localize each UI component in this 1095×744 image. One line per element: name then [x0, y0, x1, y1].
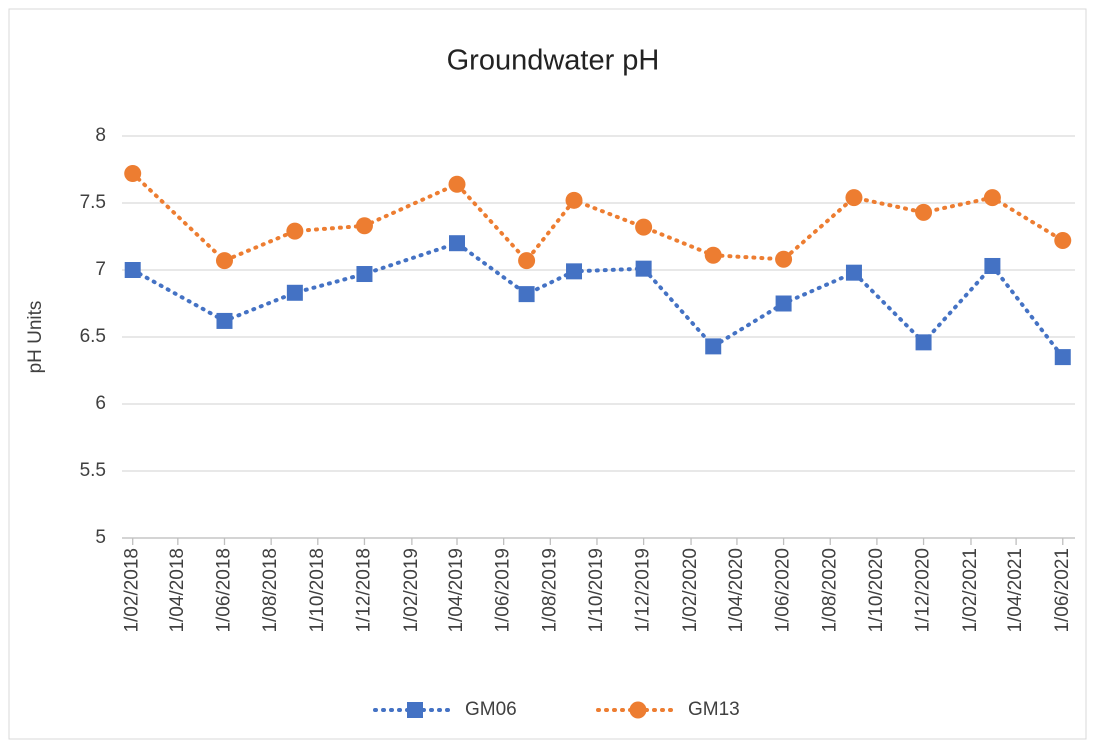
x-tick-label: 1/10/2018 [307, 548, 328, 633]
x-tick-label: 1/02/2020 [680, 548, 701, 633]
x-tick-label: 1/12/2018 [353, 548, 374, 633]
data-point [356, 266, 373, 283]
data-point [286, 222, 304, 240]
x-tick-label: 1/08/2019 [539, 548, 560, 633]
chart-title: Groundwater pH [447, 45, 660, 77]
legend-marker [629, 701, 647, 719]
legend-marker [407, 702, 423, 718]
y-tick-label: 7.5 [80, 192, 106, 213]
data-point [1054, 232, 1072, 250]
data-point [915, 203, 933, 221]
data-point [705, 338, 722, 355]
x-tick-label: 1/06/2021 [1052, 548, 1073, 633]
data-point [704, 246, 722, 264]
x-tick-label: 1/08/2018 [260, 548, 281, 633]
x-tick-label: 1/04/2018 [167, 548, 188, 633]
legend-label: GM13 [688, 699, 740, 720]
data-point [845, 189, 863, 207]
data-point [216, 312, 233, 329]
x-tick-label: 1/04/2019 [446, 548, 467, 633]
data-point [124, 165, 142, 183]
x-tick-label: 1/02/2019 [401, 548, 422, 633]
x-tick-label: 1/12/2020 [913, 548, 934, 633]
data-point [518, 252, 536, 270]
data-point [1054, 349, 1071, 366]
data-point [566, 263, 583, 280]
x-tick-label: 1/10/2019 [586, 548, 607, 633]
series-line [130, 171, 1065, 264]
x-tick-label: 1/02/2018 [122, 548, 143, 633]
y-tick-label: 6 [95, 393, 106, 414]
series-line [130, 240, 1065, 360]
data-point [355, 217, 373, 235]
x-tick-label: 1/06/2020 [773, 548, 794, 633]
x-tick-label: 1/04/2021 [1005, 548, 1026, 633]
data-point [286, 284, 303, 301]
data-point [518, 286, 535, 303]
data-point [775, 295, 792, 312]
x-tick-label: 1/12/2019 [633, 548, 654, 633]
legend-label: GM06 [465, 699, 517, 720]
data-point [565, 191, 583, 209]
x-tick-label: 1/06/2018 [214, 548, 235, 633]
y-tick-label: 6.5 [80, 326, 106, 347]
y-tick-label: 5.5 [80, 460, 106, 481]
x-tick-label: 1/06/2019 [493, 548, 514, 633]
data-point [635, 260, 652, 277]
x-tick-label: 1/02/2021 [960, 548, 981, 633]
data-point [124, 262, 141, 278]
data-point [215, 252, 233, 270]
data-point [775, 250, 793, 268]
y-axis-label: pH Units [25, 301, 46, 374]
data-point [984, 257, 1001, 274]
x-tick-label: 1/08/2020 [819, 548, 840, 633]
data-point [845, 264, 862, 281]
chart-frame [8, 8, 1087, 740]
x-tick-label: 1/04/2020 [726, 548, 747, 633]
data-point [448, 175, 466, 193]
data-point [983, 189, 1001, 207]
x-tick-label: 1/10/2020 [866, 548, 887, 633]
data-point [635, 218, 653, 236]
data-point [915, 334, 932, 351]
y-tick-label: 5 [95, 527, 106, 548]
y-tick-label: 8 [95, 125, 106, 146]
y-tick-label: 7 [95, 259, 106, 280]
data-point [449, 235, 466, 252]
